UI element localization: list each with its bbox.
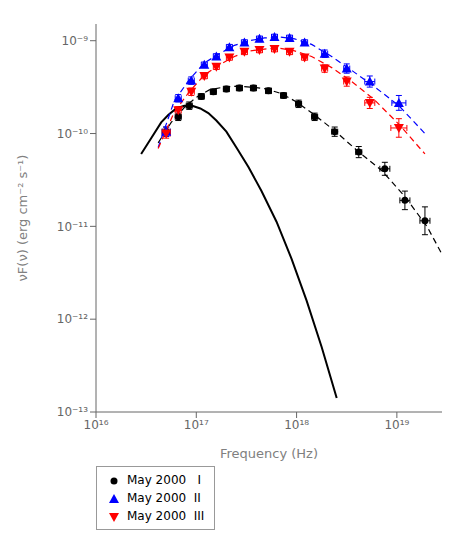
svg-text:10¹⁶: 10¹⁶	[84, 418, 109, 432]
svg-text:10⁻¹¹: 10⁻¹¹	[57, 220, 88, 234]
svg-text:10¹⁸: 10¹⁸	[284, 418, 309, 432]
html-text:May 2000 I: May 2000 I	[127, 473, 202, 487]
html-text:May 2000 II: May 2000 II	[127, 491, 201, 505]
svg-text:10¹⁷: 10¹⁷	[184, 418, 209, 432]
svg-text:10⁻⁹: 10⁻⁹	[62, 34, 89, 48]
svg-text:Frequency (Hz): Frequency (Hz)	[220, 446, 318, 461]
html-text:May 2000 III: May 2000 III	[127, 509, 205, 523]
svg-text:10⁻¹²: 10⁻¹²	[57, 312, 88, 326]
svg-text:10⁻¹³: 10⁻¹³	[57, 405, 88, 419]
svg-text:10⁻¹⁰: 10⁻¹⁰	[57, 127, 88, 141]
svg-text:νF(ν) (erg cm⁻² s⁻¹): νF(ν) (erg cm⁻² s⁻¹)	[15, 155, 30, 282]
svg-text:10¹⁹: 10¹⁹	[384, 418, 409, 432]
